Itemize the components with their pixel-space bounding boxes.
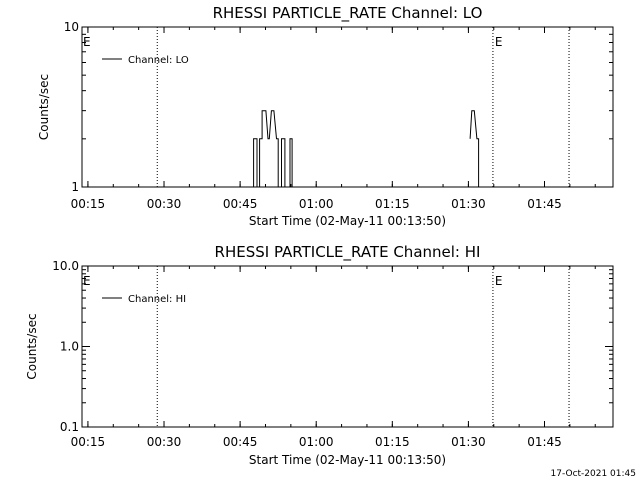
panel-1-y-axis-label: Counts/sec bbox=[37, 74, 51, 140]
panel-1-x-tick-label: 00:45 bbox=[223, 197, 258, 211]
panel-2-y-axis-label: Counts/sec bbox=[25, 313, 39, 379]
panel-1-plot-frame bbox=[81, 26, 614, 188]
panel-1-y-tick-label: 10 bbox=[64, 20, 79, 34]
panel-2-x-tick-label: 00:15 bbox=[71, 435, 106, 449]
panel-1-x-tick-label: 01:30 bbox=[451, 197, 486, 211]
panel-1-x-tick-label: 01:00 bbox=[299, 197, 334, 211]
panel-2-y-tick-label: 10.0 bbox=[52, 259, 79, 273]
panel-1-series-segment bbox=[253, 138, 258, 187]
panel-2-x-tick-label: 01:00 bbox=[299, 435, 334, 449]
panel-2-x-tick-label: 00:30 bbox=[147, 435, 182, 449]
panel-1-series-segment bbox=[259, 110, 279, 187]
panel-1-event-marker-label: E bbox=[495, 35, 503, 49]
panel-1-corner-label: E bbox=[83, 35, 91, 49]
panel-1-series-segment bbox=[469, 110, 480, 187]
panel-2-y-tick-label: 1.0 bbox=[60, 340, 79, 354]
panel-2-x-tick-label: 01:45 bbox=[527, 435, 562, 449]
panel-1-title: RHESSI PARTICLE_RATE Channel: LO bbox=[213, 4, 483, 23]
panel-2-x-tick-label: 01:15 bbox=[375, 435, 410, 449]
panel-1-x-tick-label: 00:30 bbox=[147, 197, 182, 211]
panel-1-x-tick-label: 00:15 bbox=[71, 197, 106, 211]
panel-2-legend-entry: Channel: HI bbox=[128, 294, 186, 305]
panel-1-x-tick-label: 01:45 bbox=[527, 197, 562, 211]
panel-2-plot-frame bbox=[81, 265, 614, 428]
panel-2-event-marker-label: E bbox=[495, 274, 503, 288]
panel-2-x-tick-label: 01:30 bbox=[451, 435, 486, 449]
panel-2-y-tick-label: 0.1 bbox=[60, 420, 79, 434]
footer-timestamp: 17-Oct-2021 01:45 bbox=[551, 469, 636, 479]
panel-1-legend-entry: Channel: LO bbox=[128, 55, 189, 66]
panel-1-x-axis-label: Start Time (02-May-11 00:13:50) bbox=[249, 214, 446, 228]
panel-2-corner-label: E bbox=[83, 274, 91, 288]
panel-2-x-axis-label: Start Time (02-May-11 00:13:50) bbox=[249, 453, 446, 467]
panel-2-x-tick-label: 00:45 bbox=[223, 435, 258, 449]
panel-2-title: RHESSI PARTICLE_RATE Channel: HI bbox=[215, 243, 481, 262]
panel-1-series-segment bbox=[289, 138, 293, 187]
panel-1-x-tick-label: 01:15 bbox=[375, 197, 410, 211]
panel-1-series-segment bbox=[281, 138, 286, 187]
panel-1-y-tick-label: 1 bbox=[71, 180, 79, 194]
